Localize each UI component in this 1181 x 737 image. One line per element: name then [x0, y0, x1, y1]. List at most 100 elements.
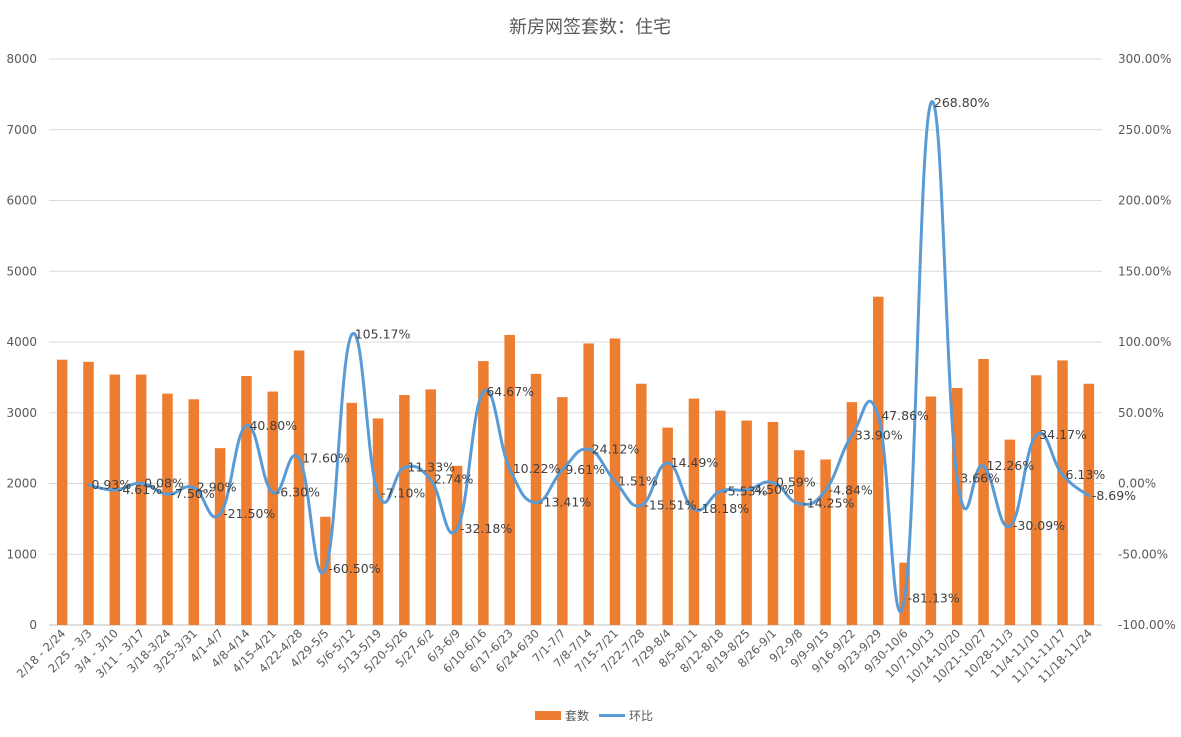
bar — [1030, 375, 1042, 625]
x-axis: 2/18 - 2/242/25 - 3/33/4 - 3/103/11 - 3/… — [14, 626, 1095, 686]
line-data-label: -4.84% — [829, 482, 873, 497]
line-data-label: -7.10% — [381, 486, 425, 501]
legend-line-label: 环比 — [629, 709, 653, 723]
bar — [372, 418, 384, 625]
bar — [504, 334, 515, 625]
bar — [872, 296, 884, 625]
bar — [557, 397, 568, 625]
line-data-label: 1.51% — [618, 473, 658, 488]
line-data-label: 64.67% — [486, 384, 534, 399]
line-data-label: -18.18% — [697, 501, 749, 516]
y-right-tick-label: 0.00% — [1118, 477, 1156, 491]
line-data-label: 17.60% — [302, 451, 350, 466]
line-point — [376, 492, 380, 496]
y-right-tick-label: 200.00% — [1118, 194, 1171, 208]
line-point — [692, 507, 696, 511]
line-data-label: 2.74% — [434, 472, 474, 487]
bar — [451, 465, 463, 625]
line-point — [455, 527, 459, 531]
line-data-label: -13.41% — [539, 494, 591, 509]
line-point — [508, 467, 512, 471]
line-point — [323, 567, 327, 571]
bar — [662, 427, 673, 625]
line-data-label: 0.59% — [776, 475, 816, 490]
line-data-label: 268.80% — [934, 95, 990, 110]
bar — [741, 420, 752, 625]
line-data-label: 14.49% — [671, 455, 719, 470]
y-right-tick-label: 150.00% — [1118, 264, 1171, 278]
line-point — [745, 488, 749, 492]
line-point — [929, 101, 933, 105]
line-data-label: 11.33% — [407, 459, 455, 474]
line-point — [218, 512, 222, 516]
bar — [425, 389, 436, 625]
line-data-label: 6.13% — [1066, 467, 1106, 482]
line-point — [903, 596, 907, 600]
line-point — [534, 500, 538, 504]
gridlines — [49, 58, 1102, 626]
y-left-tick-label: 4000 — [6, 335, 37, 349]
line-point — [429, 478, 433, 482]
line-point — [86, 483, 90, 487]
bar — [56, 359, 68, 625]
line-point — [955, 476, 959, 480]
line-data-label: 105.17% — [355, 327, 411, 342]
right-axis: -100.00% -50.00% 0.00% 50.00% 100.00% 150.00%… — [1118, 52, 1176, 632]
line-point — [350, 333, 354, 337]
line-data-label: -30.09% — [1013, 518, 1065, 533]
chart-title: 新房网签套数：住宅 — [509, 17, 671, 38]
line-data-label: -5.53% — [723, 483, 767, 498]
line-point — [797, 502, 801, 506]
line-point — [1087, 494, 1091, 498]
bar — [583, 343, 594, 625]
line-point — [587, 447, 591, 451]
bar — [188, 399, 200, 625]
y-left-tick-label: 2000 — [6, 477, 37, 491]
y-left-tick-label: 6000 — [6, 194, 37, 208]
bar — [767, 421, 779, 625]
left-axis: 0 1000 2000 3000 4000 5000 6000 7000 8000 — [6, 52, 37, 632]
bar — [214, 448, 226, 625]
line-data-label: -81.13% — [908, 590, 960, 605]
line-data-label: 2.90% — [197, 480, 237, 495]
y-left-tick-label: 0 — [29, 618, 37, 632]
line-point — [876, 414, 880, 418]
line-point — [297, 457, 301, 461]
bar — [109, 374, 121, 625]
bar — [241, 375, 252, 625]
line-point — [1034, 433, 1038, 437]
line-data-label: 12.26% — [987, 458, 1035, 473]
line-data-label: -7.50% — [170, 486, 214, 501]
bar-series — [56, 296, 1095, 625]
y-left-tick-label: 5000 — [6, 264, 37, 278]
line-data-label: 10.22% — [513, 461, 561, 476]
y-right-tick-label: 250.00% — [1118, 123, 1171, 137]
bar — [793, 450, 805, 625]
line-data-label: -15.51% — [644, 497, 696, 512]
line-series-path — [86, 100, 1091, 613]
bar — [951, 387, 963, 625]
line-data-label: -60.50% — [328, 561, 380, 576]
line-data-label: 47.86% — [881, 408, 929, 423]
y-right-tick-label: 50.00% — [1118, 406, 1164, 420]
line-data-label: -4.61% — [118, 482, 162, 497]
y-right-tick-label: 300.00% — [1118, 52, 1171, 66]
line-point — [850, 434, 854, 438]
data-labels: 0.93%-4.61%0.08%-7.50%2.90% -21.50% 40.80%… — [91, 95, 1136, 605]
line-data-label: -14.25% — [802, 496, 854, 511]
bar — [135, 374, 147, 625]
line-point — [271, 490, 275, 494]
line-data-label: -21.50% — [223, 506, 275, 521]
line-point — [718, 489, 722, 493]
legend-bar-label: 套数 — [565, 708, 589, 723]
line-data-label: -4.50% — [750, 482, 794, 497]
line-point — [824, 488, 828, 492]
bar — [688, 398, 700, 625]
y-right-tick-label: -50.00% — [1118, 547, 1168, 561]
line-point — [113, 488, 117, 492]
bar — [1057, 360, 1068, 625]
bar — [978, 358, 989, 625]
bar — [346, 402, 358, 625]
line-point — [982, 464, 986, 468]
line-data-label: -32.18% — [460, 521, 512, 536]
